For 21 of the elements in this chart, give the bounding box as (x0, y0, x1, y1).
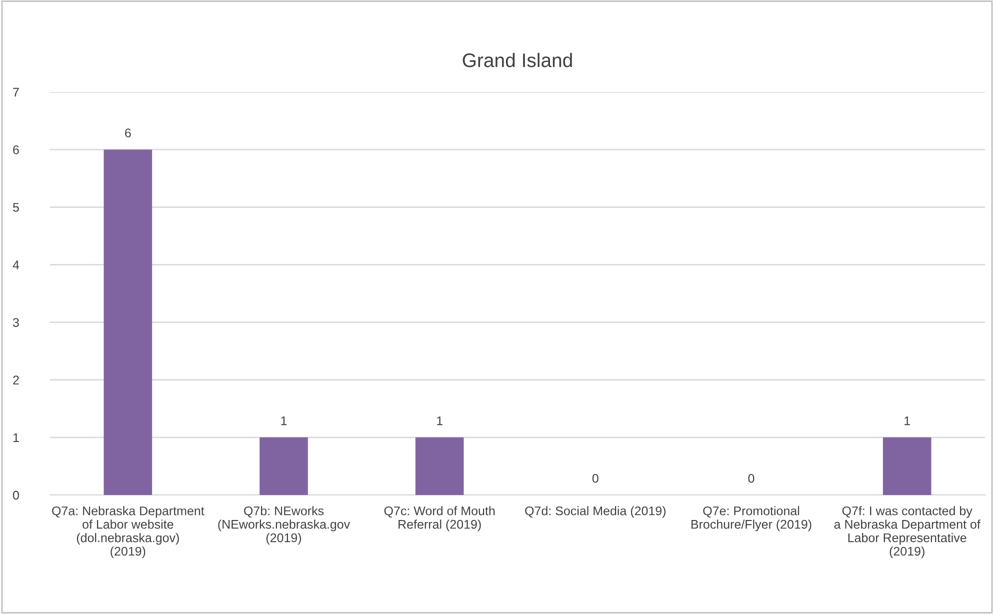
data-label: 0 (592, 474, 598, 483)
chart-title: Grand Island (462, 52, 572, 68)
y-tick-label: 3 (12, 318, 19, 327)
x-tick-label: Q7b: NEworks (NEworks.nebraska.gov (2019) (218, 506, 350, 545)
x-tick-label: Q7e: Promotional Brochure/Flyer (2019) (691, 506, 812, 532)
x-tick-label: Q7f: I was contacted by a Nebraska Department of Labor Representative (2019) (834, 506, 980, 558)
data-label: 0 (748, 474, 754, 483)
data-label: 6 (125, 128, 131, 138)
x-tick-label: Q7a: Nebraska Department of Labor website (dol.nebraska.gov) (2019) (52, 506, 204, 558)
x-tick-label: Q7c: Word of Mouth Referral (2019) (384, 506, 495, 532)
data-label: 1 (437, 416, 442, 426)
y-tick-label: 1 (13, 433, 19, 442)
y-tick-label: 0 (12, 490, 19, 500)
y-tick-label: 5 (12, 203, 19, 212)
data-label: 1 (904, 416, 910, 426)
y-tick-label: 7 (13, 88, 19, 97)
x-tick-label: Q7d: Social Media (2019) (525, 506, 666, 518)
y-tick-label: 6 (13, 145, 19, 154)
y-tick-label: 2 (13, 376, 19, 384)
y-tick-label: 4 (12, 260, 20, 270)
data-label: 1 (281, 416, 287, 426)
